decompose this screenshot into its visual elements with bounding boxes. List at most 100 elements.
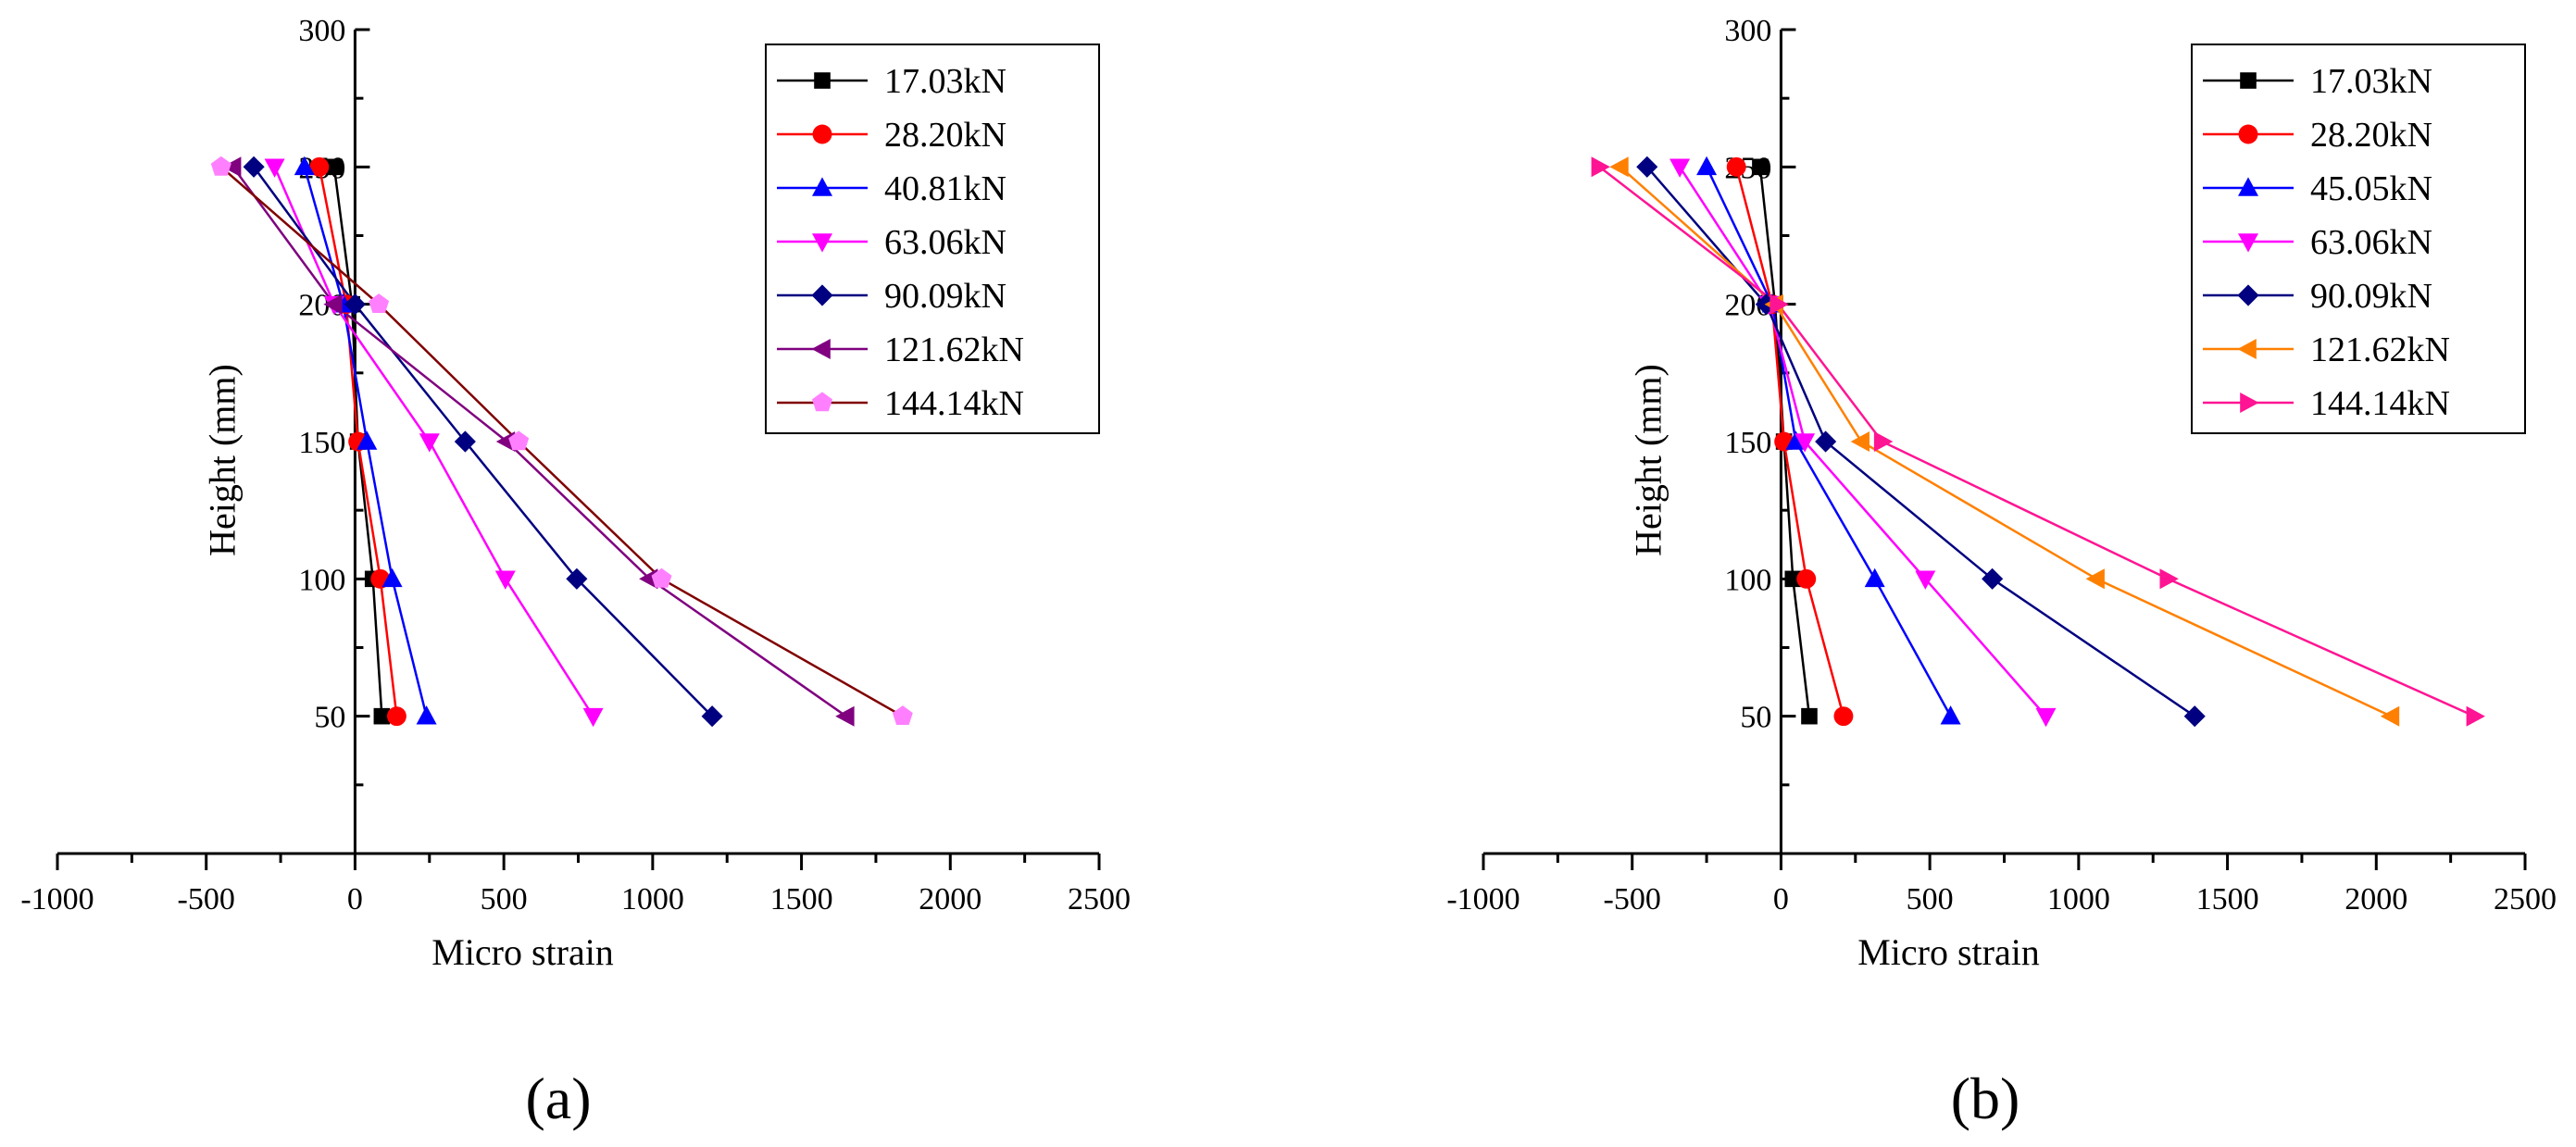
- legend-label: 144.14kN: [884, 384, 1024, 423]
- legend-label: 28.20kN: [2310, 116, 2432, 155]
- x-tick-label: 500: [481, 882, 528, 916]
- data-point: [323, 293, 343, 315]
- x-tick-label: 2500: [1068, 882, 1131, 916]
- data-point: [356, 430, 378, 450]
- legend-label: 63.06kN: [884, 223, 1007, 262]
- x-tick-label: 500: [1907, 882, 1954, 916]
- legend-label: 121.62kN: [884, 330, 1024, 369]
- data-point: [1864, 567, 1885, 588]
- data-point: [373, 707, 391, 725]
- legend-marker: [2240, 72, 2257, 89]
- data-point: [1850, 431, 1869, 452]
- legend-marker: [2240, 393, 2259, 413]
- data-point: [495, 431, 516, 452]
- data-point: [344, 293, 366, 316]
- x-tick-label: -500: [178, 882, 235, 916]
- data-point: [210, 156, 231, 176]
- x-tick-label: -1000: [20, 882, 94, 916]
- x-axis-title: Micro strain: [1857, 931, 2040, 973]
- data-point: [1752, 158, 1769, 176]
- x-tick-label: 2000: [2345, 882, 2407, 916]
- panel-label-a: (a): [525, 1066, 591, 1131]
- y-tick-label: 50: [1740, 701, 1771, 735]
- y-tick-label: 150: [1724, 426, 1771, 460]
- legend-label: 90.09kN: [884, 277, 1007, 316]
- y-axis-title: Height (mm): [1627, 364, 1669, 556]
- data-point: [1784, 570, 1802, 588]
- data-point: [1769, 293, 1789, 315]
- data-point: [1833, 706, 1854, 727]
- legend-marker: [812, 124, 832, 144]
- data-point: [1669, 158, 1691, 178]
- data-point: [309, 156, 330, 177]
- x-tick-label: 0: [347, 882, 363, 916]
- data-point: [639, 568, 658, 590]
- legend-label: 121.62kN: [2310, 330, 2450, 369]
- legend-label: 40.81kN: [884, 169, 1007, 208]
- data-point: [2183, 705, 2206, 728]
- data-point: [835, 705, 855, 727]
- legend-marker: [812, 233, 832, 253]
- x-tick-label: 2000: [919, 882, 982, 916]
- data-point: [1796, 568, 1817, 589]
- x-tick-label: 1000: [2047, 882, 2110, 916]
- data-point: [566, 567, 588, 590]
- data-point: [2085, 568, 2105, 590]
- data-point: [2380, 705, 2400, 727]
- data-point: [651, 567, 672, 588]
- y-axis-title: Height (mm): [201, 364, 243, 556]
- data-point: [1636, 156, 1658, 178]
- data-point: [264, 158, 285, 178]
- legend-marker: [811, 284, 833, 306]
- legend-label: 90.09kN: [2310, 277, 2432, 316]
- data-point: [1726, 156, 1746, 177]
- y-tick-label: 100: [1724, 563, 1771, 597]
- data-point: [454, 430, 476, 453]
- x-tick-label: -1000: [1446, 882, 1519, 916]
- data-point: [243, 156, 265, 178]
- legend-marker: [812, 392, 832, 412]
- data-point: [1982, 567, 2004, 590]
- legend-marker: [812, 177, 832, 196]
- y-tick-label: 100: [298, 563, 345, 597]
- data-point: [892, 705, 913, 725]
- legend-label: 17.03kN: [884, 62, 1007, 101]
- legend-label: 45.05kN: [2310, 169, 2432, 208]
- legend-marker: [2238, 233, 2258, 253]
- data-point: [2159, 568, 2179, 590]
- legend-marker: [2237, 284, 2259, 306]
- panel-label-b: (b): [1951, 1066, 2020, 1131]
- data-point: [1815, 430, 1837, 453]
- data-point: [701, 705, 723, 728]
- legend-marker: [2238, 177, 2258, 196]
- data-point: [508, 430, 530, 451]
- data-point: [326, 158, 343, 176]
- legend-label: 17.03kN: [2310, 62, 2432, 101]
- legend-label: 144.14kN: [2310, 384, 2450, 423]
- legend-marker: [811, 339, 831, 359]
- chart-panel-b: -1000 -500 0 500 1000 1500 2000 250050100150200…: [1446, 14, 2557, 973]
- legend-label: 63.06kN: [2310, 223, 2432, 262]
- data-point: [494, 570, 516, 590]
- x-tick-label: 1500: [770, 882, 833, 916]
- legend-marker: [814, 72, 831, 89]
- data-point: [416, 705, 437, 725]
- data-point: [222, 156, 242, 178]
- data-point: [386, 706, 406, 727]
- chart-panel-a: -1000 -500 0 500 1000 1500 2000 250050100150200…: [20, 14, 1131, 973]
- x-tick-label: 1000: [621, 882, 684, 916]
- data-point: [2035, 707, 2057, 728]
- x-tick-label: -500: [1604, 882, 1661, 916]
- y-tick-label: 300: [1724, 14, 1771, 48]
- data-point: [369, 293, 390, 313]
- y-tick-label: 300: [298, 14, 345, 48]
- data-point: [419, 433, 440, 453]
- data-point: [2466, 705, 2485, 727]
- data-point: [1801, 707, 1818, 725]
- data-point: [1696, 156, 1718, 176]
- data-point: [582, 707, 604, 728]
- x-tick-label: 2500: [2494, 882, 2557, 916]
- x-tick-label: 0: [1773, 882, 1789, 916]
